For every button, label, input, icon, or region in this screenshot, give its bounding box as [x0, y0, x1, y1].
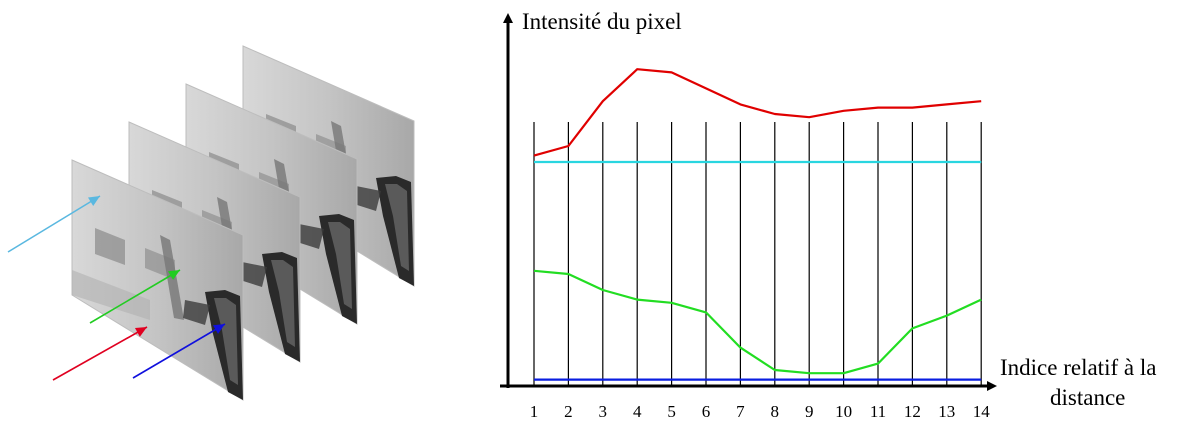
- x-axis-label-line1: Indice relatif à la: [1000, 355, 1156, 380]
- x-tick-label: 13: [938, 402, 955, 421]
- pixel-arrow: [132, 323, 226, 379]
- pixel-arrows: [7, 195, 226, 381]
- x-tick-label: 9: [805, 402, 814, 421]
- y-axis-label: Intensité du pixel: [522, 9, 682, 34]
- x-tick-label: 14: [973, 402, 991, 421]
- series-line: [533, 68, 982, 157]
- x-tick-labels: 1 2 3 4 5 6 7 8 9 10 11 12 13 14: [530, 402, 990, 421]
- pixel-arrow: [52, 326, 148, 381]
- x-tick-label: 7: [736, 402, 745, 421]
- vertical-gridlines: [533, 122, 982, 386]
- x-tick-label: 2: [564, 402, 573, 421]
- x-tick-label: 6: [702, 402, 711, 421]
- x-tick-label: 11: [870, 402, 886, 421]
- x-tick-label: 3: [599, 402, 608, 421]
- intensity-chart: Intensité du pixel Indice relatif à la d…: [500, 9, 1156, 421]
- series-lines: [533, 68, 982, 381]
- x-tick-label: 1: [530, 402, 539, 421]
- image-frame: [71, 159, 244, 401]
- x-tick-label: 8: [771, 402, 780, 421]
- pixel-arrow: [89, 269, 181, 324]
- x-tick-label: 10: [835, 402, 852, 421]
- x-axis-label-line2: distance: [1050, 385, 1125, 410]
- x-tick-label: 4: [633, 402, 642, 421]
- series-line: [533, 269, 982, 375]
- x-tick-label: 12: [904, 402, 921, 421]
- x-tick-label: 5: [667, 402, 676, 421]
- pixel-arrow: [7, 195, 101, 253]
- image-frame-stack: [71, 45, 415, 401]
